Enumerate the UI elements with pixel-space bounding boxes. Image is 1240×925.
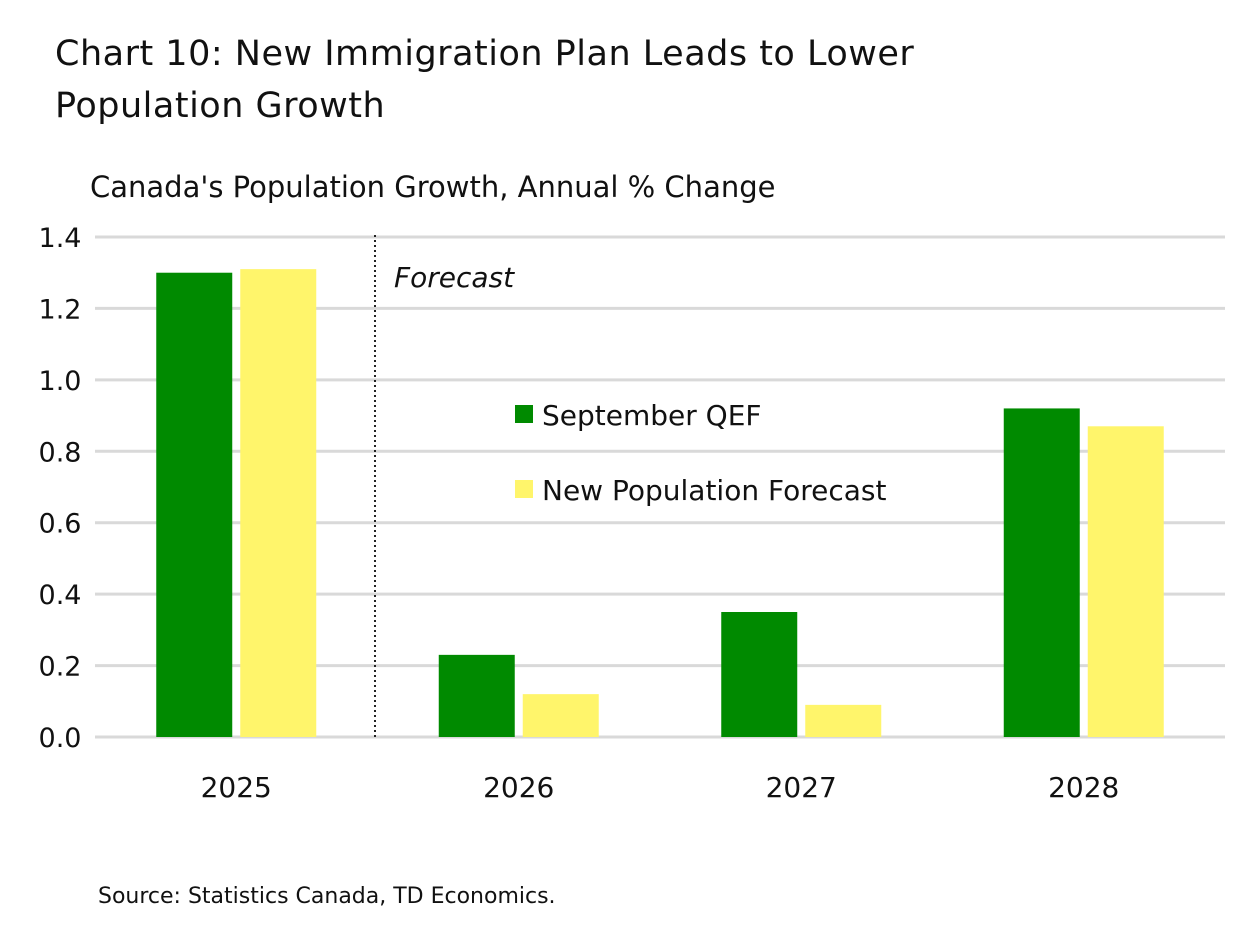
source-note: Source: Statistics Canada, TD Economics. <box>98 884 556 909</box>
bar-new-population-forecast-2028 <box>1087 426 1164 737</box>
bar-september-qef-2026 <box>438 654 515 737</box>
legend-swatch-0 <box>515 405 533 423</box>
y-tick-label: 0.6 <box>39 509 82 540</box>
y-tick-label: 1.2 <box>39 294 82 325</box>
bar-new-population-forecast-2026 <box>522 694 599 737</box>
y-tick-label: 1.0 <box>39 366 82 397</box>
x-tick-label: 2026 <box>483 771 554 804</box>
bar-new-population-forecast-2027 <box>805 704 882 737</box>
chart-title: Chart 10: New Immigration Plan Leads to … <box>55 34 915 126</box>
x-tick-label: 2025 <box>201 771 272 804</box>
legend-swatch-1 <box>515 480 533 498</box>
y-tick-label: 0.4 <box>39 580 82 611</box>
legend-label: New Population Forecast <box>542 474 886 507</box>
bar-september-qef-2028 <box>1003 408 1080 737</box>
bar-new-population-forecast-2025 <box>240 269 317 737</box>
bar-september-qef-2025 <box>156 272 233 737</box>
chart-subtitle: Canada's Population Growth, Annual % Cha… <box>90 170 776 204</box>
x-tick-label: 2028 <box>1048 771 1119 804</box>
y-tick-label: 0.2 <box>39 652 82 683</box>
legend-label: September QEF <box>542 399 762 432</box>
y-tick-label: 0.0 <box>39 723 82 754</box>
y-tick-label: 0.8 <box>39 437 82 468</box>
bar-september-qef-2027 <box>721 612 798 737</box>
x-tick-label: 2027 <box>766 771 837 804</box>
y-tick-label: 1.4 <box>39 223 82 254</box>
forecast-annotation: Forecast <box>394 261 515 294</box>
